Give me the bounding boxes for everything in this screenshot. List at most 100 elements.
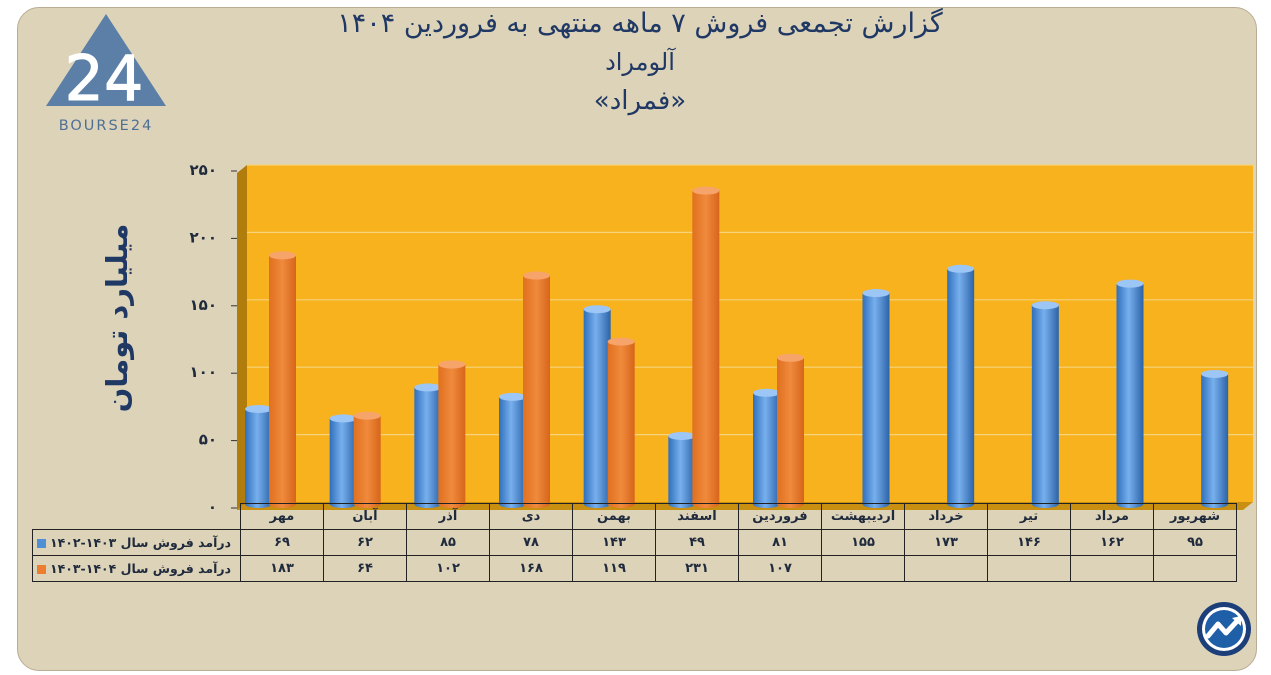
- bar-series-1-body: [668, 435, 696, 504]
- legend-entry: درآمد فروش سال ۱۴۰۳-۱۴۰۲: [32, 529, 241, 556]
- bar-series-2-body: [692, 190, 720, 504]
- legend-label: درآمد فروش سال ۱۴۰۴-۱۴۰۳: [50, 561, 231, 576]
- data-label: ۱۶۲: [1070, 529, 1154, 556]
- bar-series-2: [269, 251, 296, 508]
- bar-series-1-body: [947, 268, 975, 504]
- bar-series-1: [1201, 369, 1229, 508]
- data-label: ۷۸: [489, 529, 573, 556]
- table-header-cell: دی: [489, 503, 573, 530]
- bar-series-1-body: [245, 408, 272, 504]
- bar-series-2-top: [353, 411, 381, 420]
- bar-series-1: [329, 414, 357, 508]
- data-label: ۱۷۳: [904, 529, 988, 556]
- data-label: ۸۵: [406, 529, 490, 556]
- data-label: [821, 555, 905, 582]
- bar-series-1-body: [862, 293, 890, 504]
- data-label: ۲۳۱: [655, 555, 739, 582]
- bar-series-1: [414, 383, 442, 508]
- legend-swatch: [37, 565, 46, 574]
- bar-series-2-body: [777, 357, 804, 504]
- data-label: ۱۶۸: [489, 555, 573, 582]
- watermark-icon: [1195, 600, 1253, 658]
- bar-series-2-top: [269, 251, 296, 260]
- table-row-series-1: درآمد فروش سال ۱۴۰۳-۱۴۰۲ ۶۹ ۶۲ ۸۵ ۷۸ ۱۴۳ ۴۹ ۸۱ ۱…: [32, 529, 1237, 556]
- bar-series-2: [523, 271, 550, 508]
- bar-series-1-body: [1201, 373, 1229, 504]
- bar-series-2: [607, 337, 635, 508]
- data-label: [1153, 555, 1237, 582]
- svg-text:BOURSE24: BOURSE24: [59, 118, 154, 134]
- bar-series-1-top: [499, 392, 526, 401]
- y-tick-label: ۱۰۰: [190, 363, 217, 381]
- bar-series-2-body: [607, 341, 635, 504]
- bar-series-1-body: [1031, 305, 1059, 504]
- bar-series-1-top: [1201, 369, 1229, 378]
- table-row-series-2: درآمد فروش سال ۱۴۰۴-۱۴۰۳ ۱۸۳ ۶۴ ۱۰۲ ۱۶۸ ۱۱۹ ۲۳…: [32, 555, 1237, 582]
- bar-series-2: [692, 186, 720, 508]
- table-corner: [32, 503, 241, 530]
- bar-series-1: [583, 305, 611, 508]
- table-header-cell: مرداد: [1070, 503, 1154, 530]
- data-label: [1070, 555, 1154, 582]
- data-label: ۱۸۳: [240, 555, 324, 582]
- bar-series-2: [353, 411, 381, 508]
- ticker-symbol: «فمراد»: [593, 86, 687, 116]
- bar-series-1: [668, 431, 696, 508]
- bar-series-1: [753, 388, 780, 508]
- plot-side-wall: [237, 165, 247, 510]
- bar-series-2: [438, 360, 466, 508]
- table-header-row: مهر آبان آذر دی بهمن اسفند فروردین اردیبهشت خردا…: [32, 503, 1237, 530]
- data-label: [904, 555, 988, 582]
- bar-series-2-top: [438, 360, 466, 369]
- data-label: ۶۲: [323, 529, 407, 556]
- bar-series-2-top: [607, 337, 635, 346]
- data-table: مهر آبان آذر دی بهمن اسفند فروردین اردیبهشت خردا…: [32, 503, 1237, 582]
- data-label: ۱۵۵: [821, 529, 905, 556]
- svg-text:24: 24: [65, 42, 144, 115]
- bar-series-2-top: [523, 271, 550, 280]
- bar-series-1-body: [583, 309, 611, 504]
- bar-series-1-top: [753, 388, 780, 397]
- legend-swatch: [37, 539, 46, 548]
- bar-series-1-top: [414, 383, 442, 392]
- table-header-cell: فروردین: [738, 503, 822, 530]
- bar-series-1-top: [245, 404, 272, 413]
- bar-series-1-body: [1116, 283, 1144, 504]
- y-tick-label: ۵۰: [199, 431, 217, 449]
- bar-series-2-body: [353, 415, 381, 504]
- y-tick-label: ۱۵۰: [190, 296, 217, 314]
- bar-series-1: [499, 392, 526, 508]
- bar-series-1-body: [414, 387, 442, 504]
- bar-series-2-top: [777, 353, 804, 362]
- bar-series-1-top: [583, 305, 611, 314]
- data-label: ۱۱۹: [572, 555, 656, 582]
- bar-series-2-top: [692, 186, 720, 195]
- plot-area: [247, 165, 1253, 502]
- data-label: ۹۵: [1153, 529, 1237, 556]
- bar-series-1-top: [1116, 279, 1144, 288]
- data-label: ۶۴: [323, 555, 407, 582]
- bar-series-1: [947, 264, 975, 508]
- company-name: آلومراد: [605, 48, 675, 76]
- table-header-cell: بهمن: [572, 503, 656, 530]
- table-header-cell: مهر: [240, 503, 324, 530]
- bar-series-1-top: [862, 289, 890, 298]
- table-header-cell: تیر: [987, 503, 1071, 530]
- legend-label: درآمد فروش سال ۱۴۰۳-۱۴۰۲: [50, 535, 231, 550]
- table-header-cell: آبان: [323, 503, 407, 530]
- bar-series-1-top: [329, 414, 357, 423]
- bar-series-2-body: [523, 275, 550, 504]
- legend-entry: درآمد فروش سال ۱۴۰۴-۱۴۰۳: [32, 555, 241, 582]
- table-header-cell: اردیبهشت: [821, 503, 905, 530]
- data-label: ۶۹: [240, 529, 324, 556]
- data-label: [987, 555, 1071, 582]
- table-header-cell: آذر: [406, 503, 490, 530]
- data-label: ۱۴۶: [987, 529, 1071, 556]
- bar-series-1: [1031, 301, 1059, 508]
- data-label: ۱۰۲: [406, 555, 490, 582]
- data-label: ۸۱: [738, 529, 822, 556]
- bourse24-logo: 24 BOURSE24: [44, 14, 168, 134]
- bar-series-1-body: [753, 392, 780, 504]
- data-label: ۱۴۳: [572, 529, 656, 556]
